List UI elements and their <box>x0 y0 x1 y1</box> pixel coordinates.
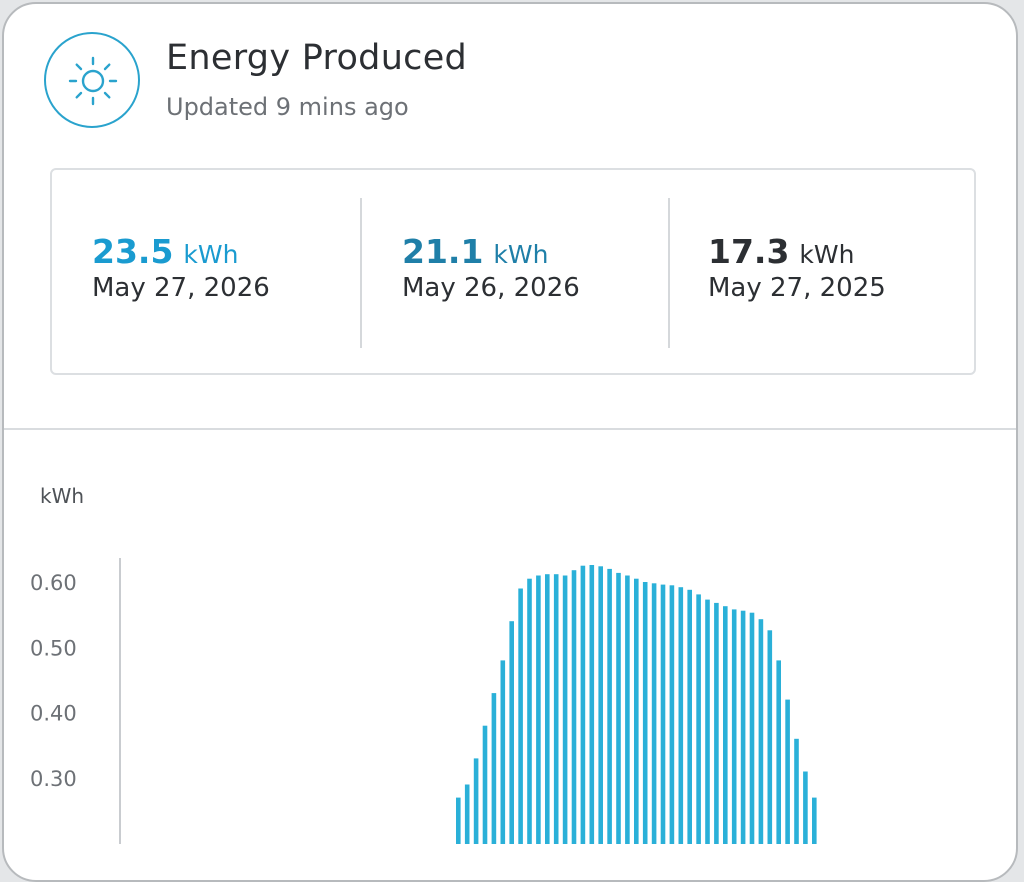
chart-bar[interactable] <box>482 725 488 844</box>
chart-bar[interactable] <box>794 738 799 844</box>
chart-bar[interactable] <box>509 621 514 844</box>
stat-value: 17.3 <box>708 232 790 271</box>
stat-date: May 27, 2026 <box>92 273 270 303</box>
stat-divider <box>668 198 670 348</box>
chart-bar[interactable] <box>723 606 728 844</box>
chart-bar[interactable] <box>625 575 630 845</box>
chart-bar[interactable] <box>634 578 639 844</box>
chart-bar[interactable] <box>651 583 657 844</box>
stat-today[interactable]: 23.5 kWh May 27, 2026 <box>92 232 270 303</box>
chart-bar[interactable] <box>705 599 710 844</box>
chart-bar[interactable] <box>616 572 621 844</box>
updated-timestamp: Updated 9 mins ago <box>166 93 409 121</box>
stat-divider <box>360 198 362 348</box>
chart-bar[interactable] <box>607 568 612 844</box>
stat-date: May 27, 2025 <box>708 273 886 303</box>
chart-bar[interactable] <box>812 797 817 844</box>
stat-unit: kWh <box>799 240 855 269</box>
chart-bar[interactable] <box>731 609 737 844</box>
chart-bar[interactable] <box>687 589 692 844</box>
chart-bar[interactable] <box>785 699 790 844</box>
chart-bar[interactable] <box>527 578 532 844</box>
chart-bar[interactable] <box>473 758 479 844</box>
stat-value: 23.5 <box>92 232 174 271</box>
chart-bar[interactable] <box>571 570 577 844</box>
chart-bar[interactable] <box>464 784 470 845</box>
chart-bar[interactable] <box>669 585 675 844</box>
chart-bar[interactable] <box>803 771 808 845</box>
stat-unit: kWh <box>493 240 549 269</box>
stat-date: May 26, 2026 <box>402 273 580 303</box>
sun-badge <box>44 32 140 128</box>
stat-last-year[interactable]: 17.3 kWh May 27, 2025 <box>708 232 886 303</box>
chart-bar[interactable] <box>758 619 764 844</box>
chart-bar[interactable] <box>589 565 595 844</box>
chart-bar[interactable] <box>491 693 497 844</box>
chart-bar[interactable] <box>456 797 461 844</box>
stats-summary: 23.5 kWh May 27, 2026 21.1 kWh May 26, 202… <box>50 168 976 375</box>
chart-bar[interactable] <box>660 584 666 844</box>
chart-bar[interactable] <box>545 574 550 844</box>
chart-bar[interactable] <box>714 602 719 844</box>
chart-bar[interactable] <box>580 565 586 844</box>
section-divider <box>4 428 1016 430</box>
chart-bar[interactable] <box>518 588 523 845</box>
chart-y-unit-label: kWh <box>40 484 85 508</box>
chart-bar[interactable] <box>678 587 684 844</box>
y-tick-label: 0.30 <box>30 767 77 791</box>
energy-bar-chart: 0.60 0.50 0.40 0.30 <box>30 558 817 844</box>
stat-yesterday[interactable]: 21.1 kWh May 26, 2026 <box>402 232 580 303</box>
chart-bar[interactable] <box>696 594 701 844</box>
chart-bar[interactable] <box>536 575 541 845</box>
chart-bar[interactable] <box>553 574 559 844</box>
y-tick-labels: 0.60 0.50 0.40 0.30 <box>30 571 77 791</box>
chart-bar[interactable] <box>749 612 755 844</box>
chart-bar[interactable] <box>562 575 568 845</box>
stat-unit: kWh <box>183 240 239 269</box>
sun-icon <box>68 56 118 106</box>
stat-value: 21.1 <box>402 232 484 271</box>
chart-bar[interactable] <box>776 660 781 844</box>
chart-bar[interactable] <box>740 610 746 844</box>
card-title: Energy Produced <box>166 38 468 78</box>
y-tick-label: 0.60 <box>30 571 77 595</box>
y-tick-label: 0.50 <box>30 636 77 660</box>
bar-series <box>456 565 817 844</box>
chart-bar[interactable] <box>500 660 506 844</box>
chart-bar[interactable] <box>642 582 648 844</box>
y-tick-label: 0.40 <box>30 702 77 726</box>
chart-bar[interactable] <box>767 630 773 844</box>
chart-bar[interactable] <box>598 566 603 844</box>
